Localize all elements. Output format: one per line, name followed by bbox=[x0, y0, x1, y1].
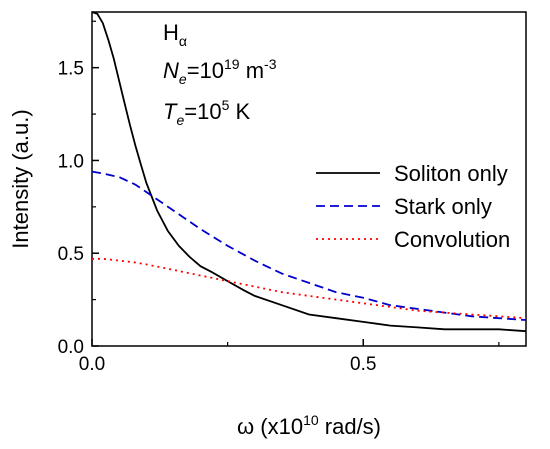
annotation-te-sub: e bbox=[176, 112, 184, 128]
x-axis-label-sup: 10 bbox=[303, 412, 319, 428]
y-tick-label: 0.0 bbox=[58, 337, 84, 358]
annotation-ne-main: N bbox=[163, 58, 179, 83]
annotation-block: Hα Ne=1019 m-3 Te=105 K bbox=[163, 20, 277, 128]
legend-label-soliton-only: Soliton only bbox=[394, 161, 508, 186]
annotation-ne-eq: =10 bbox=[187, 58, 224, 83]
legend: Soliton only Stark only Convolution bbox=[316, 161, 510, 252]
annotation-ne-sub: e bbox=[179, 71, 187, 87]
x-tick-label: 0.0 bbox=[79, 354, 105, 375]
y-tick-label: 0.5 bbox=[58, 244, 84, 265]
y-tick-label: 1.5 bbox=[58, 59, 84, 80]
annotation-ne-sup: 19 bbox=[224, 56, 240, 72]
x-axis-label-prefix: ω (x10 bbox=[237, 414, 303, 439]
x-axis-label: ω (x1010 rad/s) bbox=[237, 412, 381, 439]
plot-frame bbox=[91, 11, 527, 347]
series-line-stark-only bbox=[91, 170, 527, 321]
x-axis-label-suffix: rad/s) bbox=[319, 414, 381, 439]
annotation-ne-unit: m bbox=[240, 58, 264, 83]
x-tick-label: 0.5 bbox=[350, 354, 376, 375]
y-axis-label: Intensity (a.u.) bbox=[8, 109, 33, 248]
annotation-te-unit: K bbox=[229, 99, 250, 124]
series-layer bbox=[91, 11, 527, 333]
legend-label-convolution: Convolution bbox=[394, 227, 510, 252]
annotation-h-main: H bbox=[163, 20, 179, 45]
y-tick-label: 1.0 bbox=[58, 151, 84, 172]
annotation-ne-unit-sup: -3 bbox=[264, 56, 277, 72]
annotation-h-alpha: Hα bbox=[163, 20, 187, 49]
tick-layer: 0.0 0.5 0.0 0.5 1.0 1.5 bbox=[58, 20, 500, 375]
annotation-te-eq: =10 bbox=[184, 99, 221, 124]
legend-label-stark-only: Stark only bbox=[394, 194, 492, 219]
annotation-te-sup: 5 bbox=[222, 97, 230, 113]
annotation-electron-temperature: Te=105 K bbox=[163, 97, 250, 128]
annotation-te-main: T bbox=[163, 99, 178, 124]
series-line-convolution bbox=[92, 257, 527, 320]
annotation-electron-density: Ne=1019 m-3 bbox=[163, 56, 277, 87]
annotation-h-sub: α bbox=[179, 33, 187, 49]
series-line-soliton-only bbox=[91, 11, 527, 333]
